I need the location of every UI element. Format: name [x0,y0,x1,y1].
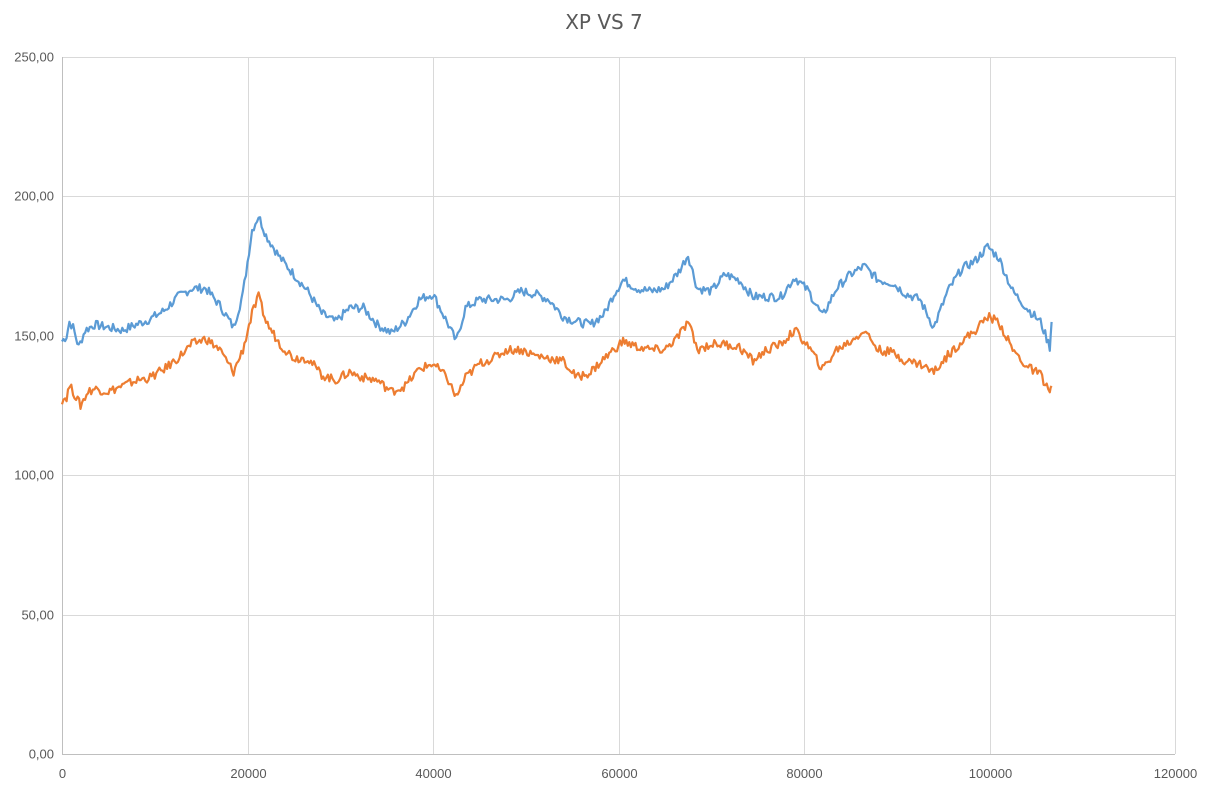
x-tick-label: 100000 [969,766,1012,781]
series-line-1 [61,216,1053,352]
x-tick-label: 40000 [415,766,451,781]
y-tick-label: 100,00 [14,468,54,483]
x-tick-label: 80000 [786,766,822,781]
gridlines [62,57,1176,755]
chart-title: XP VS 7 [565,10,643,34]
y-tick-label: 0,00 [29,747,54,762]
tick-labels: 0,00 50,00 100,00 150,00 200,00 250,00 0 20000 4… [14,50,1197,782]
x-tick-label: 0 [59,766,66,781]
series-layer [60,216,1053,410]
x-tick-label: 20000 [230,766,266,781]
x-tick-label: 60000 [601,766,637,781]
axes [62,57,1175,755]
series-line-2 [60,291,1053,410]
y-tick-label: 250,00 [14,50,54,65]
x-tick-label: 120000 [1154,766,1197,781]
y-tick-label: 50,00 [21,608,54,623]
y-tick-label: 150,00 [14,329,54,344]
y-tick-label: 200,00 [14,189,54,204]
